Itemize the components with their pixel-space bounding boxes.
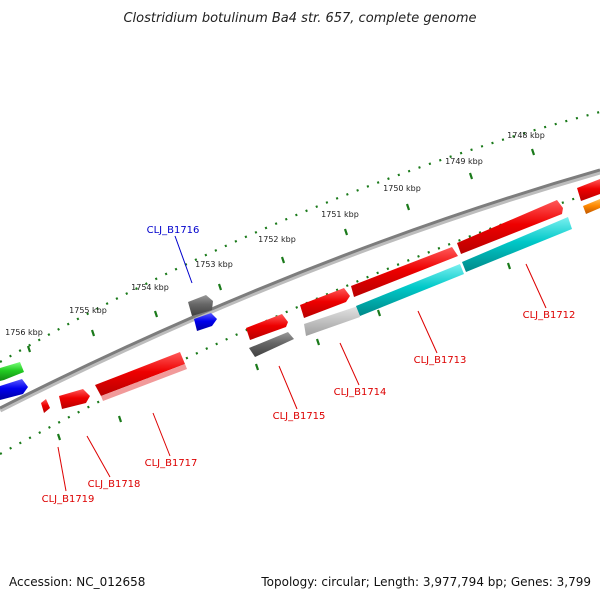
tick-label-1752: 1752 kbp (258, 235, 296, 244)
tick-label-1756: 1756 kbp (5, 328, 43, 337)
accession-text: Accession: NC_012658 (9, 575, 145, 589)
gene-clj-b1717[interactable] (95, 352, 187, 401)
gene-gray-lower[interactable] (249, 332, 294, 357)
tick-label-1754: 1754 kbp (131, 283, 169, 292)
gene-clj-b1713[interactable] (351, 247, 458, 297)
genome-backbone (0, 168, 600, 410)
gene-cyan-1[interactable] (356, 264, 464, 316)
gene-clj-b1712[interactable] (457, 200, 563, 254)
gene-label-clj-b1719[interactable]: CLJ_B1719 (42, 494, 95, 505)
gene-clj-b1715[interactable] (246, 314, 288, 340)
gene-green-left[interactable] (0, 362, 24, 381)
outer-scale-ticks (0, 110, 600, 363)
tick-label-1753: 1753 kbp (195, 260, 233, 269)
label-leader-lines (57, 235, 547, 492)
gene-clj-b1716[interactable] (194, 313, 217, 331)
gene-label-clj-b1712[interactable]: CLJ_B1712 (523, 310, 576, 321)
gene-gray-upper[interactable] (188, 295, 213, 316)
tick-label-1750: 1750 kbp (383, 184, 421, 193)
gene-label-clj-b1716[interactable]: CLJ_B1716 (147, 225, 200, 236)
gene-light-gray[interactable] (304, 306, 360, 336)
genome-summary-text: Topology: circular; Length: 3,977,794 bp… (260, 575, 591, 589)
tick-label-1751: 1751 kbp (321, 210, 359, 219)
gene-clj-b1714[interactable] (300, 288, 350, 318)
gene-clj-b1718[interactable] (59, 389, 90, 409)
tick-label-1749: 1749 kbp (445, 157, 483, 166)
gene-blue-left[interactable] (0, 379, 28, 400)
gene-label-clj-b1713[interactable]: CLJ_B1713 (414, 355, 467, 366)
scale-tick-labels: 1748 kbp 1749 kbp 1750 kbp 1751 kbp 1752… (5, 131, 545, 337)
gene-cyan-2[interactable] (462, 217, 572, 272)
tick-label-1748: 1748 kbp (507, 131, 545, 140)
gene-orange-right[interactable] (583, 199, 600, 214)
gene-label-clj-b1715[interactable]: CLJ_B1715 (273, 411, 326, 422)
tick-label-1755: 1755 kbp (69, 306, 107, 315)
genome-backbone-shadow (0, 169, 600, 413)
gene-label-clj-b1717[interactable]: CLJ_B1717 (145, 458, 198, 469)
gene-label-clj-b1718[interactable]: CLJ_B1718 (88, 479, 141, 490)
gene-red-right[interactable] (577, 179, 600, 201)
outer-major-ticks (26, 148, 536, 353)
gene-label-clj-b1714[interactable]: CLJ_B1714 (334, 387, 387, 398)
gene-clj-b1719[interactable] (41, 399, 50, 413)
map-title: Clostridium botulinum Ba4 str. 657, comp… (123, 11, 476, 26)
